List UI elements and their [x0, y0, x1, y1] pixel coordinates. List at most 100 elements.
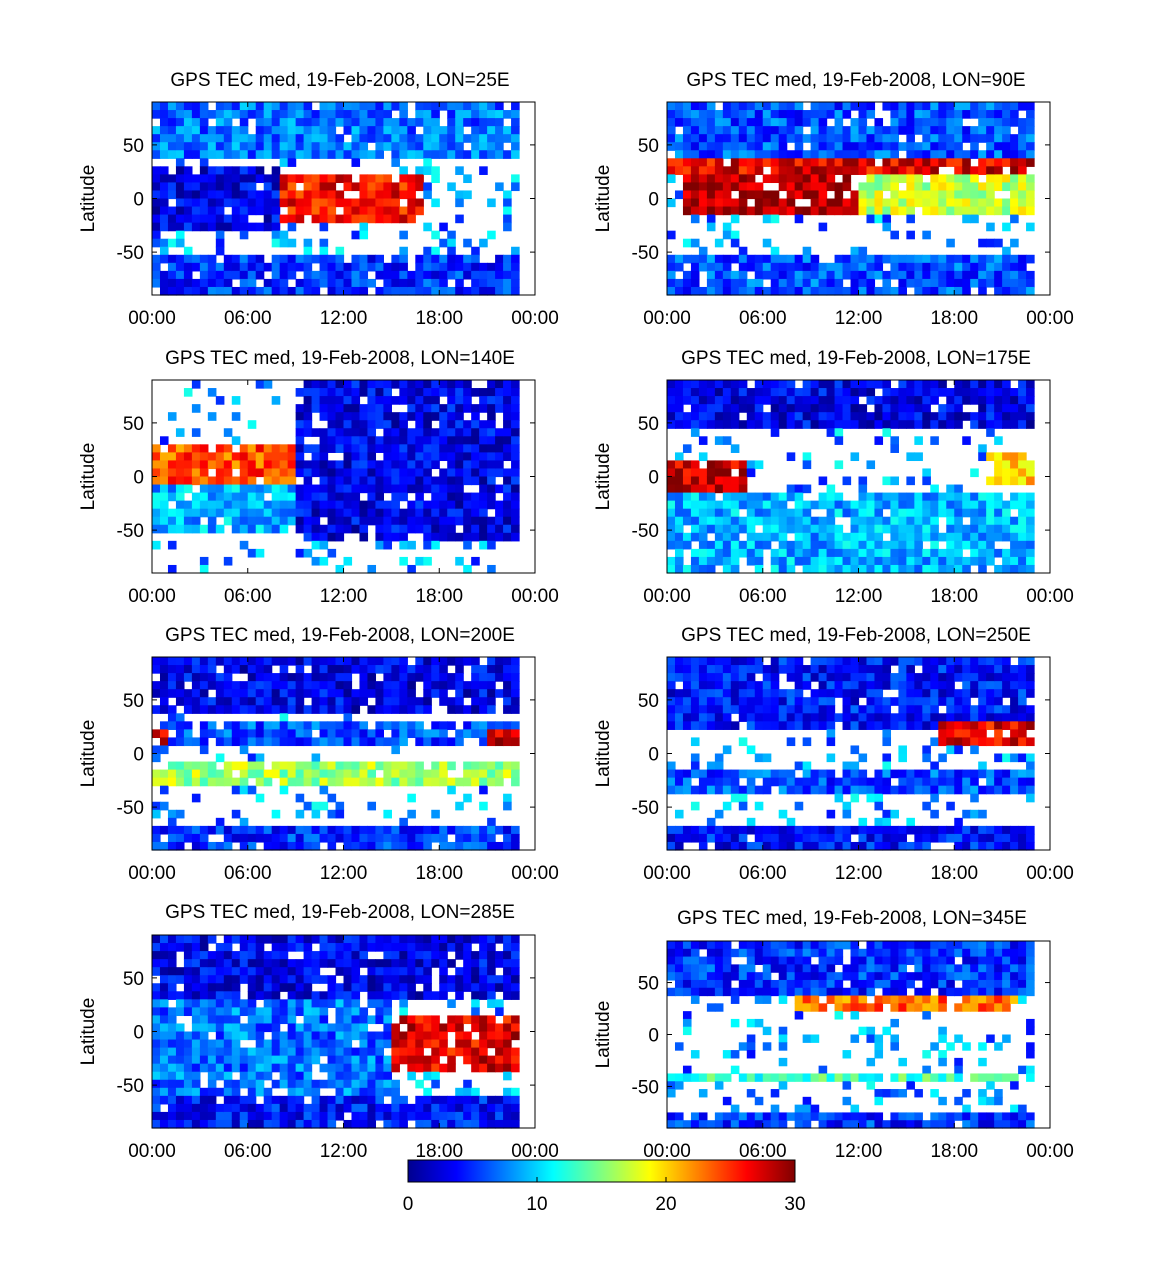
heatmap-cell — [375, 468, 384, 478]
heatmap-cell — [511, 516, 520, 526]
heatmap-cell — [930, 769, 939, 779]
heatmap-cell — [674, 657, 684, 666]
heatmap-cell — [794, 524, 804, 534]
heatmap-cell — [826, 508, 836, 518]
heatmap-cell — [495, 142, 504, 151]
heatmap-cell — [858, 564, 868, 574]
heatmap-cell — [842, 532, 852, 542]
heatmap-cell — [930, 380, 939, 389]
heatmap-cell — [175, 657, 185, 666]
heatmap-cell — [930, 270, 939, 280]
heatmap-cell — [503, 126, 512, 135]
heatmap-cell — [738, 206, 748, 216]
heatmap-cell — [954, 564, 963, 574]
heatmap-cell — [383, 214, 392, 224]
heatmap-cell — [479, 396, 488, 405]
heatmap-cell — [746, 508, 756, 518]
heatmap-cell — [882, 673, 892, 682]
heatmap-cell — [826, 412, 836, 421]
heatmap-cell — [303, 761, 313, 771]
heatmap-cell — [714, 206, 724, 216]
heatmap-cell — [850, 246, 860, 256]
heatmap-cell — [239, 508, 249, 518]
heatmap-cell — [159, 452, 169, 462]
heatmap-cell — [882, 729, 892, 739]
heatmap-cell — [255, 516, 265, 526]
heatmap-cell — [295, 388, 305, 397]
heatmap-cell — [1026, 753, 1035, 763]
heatmap-cell — [311, 492, 321, 502]
heatmap-cell — [167, 1071, 177, 1081]
heatmap-cell — [239, 222, 249, 232]
heatmap-cell — [167, 705, 177, 714]
heatmap-cell — [834, 270, 844, 280]
heatmap-cell — [375, 681, 384, 690]
heatmap-cell — [690, 254, 700, 264]
heatmap-cell — [511, 102, 520, 111]
heatmap-cell — [303, 524, 313, 534]
heatmap-cell — [167, 174, 177, 184]
heatmap-cell — [714, 278, 724, 288]
heatmap-cell — [746, 516, 756, 526]
heatmap-cell — [930, 689, 939, 698]
heatmap-cell — [986, 190, 995, 200]
heatmap-cell — [487, 444, 496, 453]
heatmap-cell — [407, 777, 416, 787]
heatmap-cell — [738, 166, 748, 175]
heatmap-cell — [215, 102, 225, 111]
heatmap-cell — [239, 444, 249, 453]
heatmap-cell — [930, 721, 939, 730]
heatmap-cell — [191, 967, 201, 976]
heatmap-cell — [183, 444, 193, 453]
heatmap-cell — [279, 484, 289, 494]
heatmap-cell — [1026, 841, 1035, 851]
heatmap-cell — [906, 262, 915, 272]
heatmap-cell — [327, 436, 337, 445]
heatmap-cell — [415, 721, 424, 730]
heatmap-cell — [375, 214, 384, 224]
heatmap-cell — [754, 278, 764, 288]
heatmap-cell — [906, 412, 915, 421]
heatmap-cell — [423, 444, 432, 453]
heatmap-cell — [255, 500, 265, 510]
heatmap-cell — [383, 182, 392, 192]
heatmap-cell — [263, 721, 273, 730]
heatmap-cell — [239, 126, 249, 135]
heatmap-cell — [986, 222, 995, 232]
heatmap-cell — [319, 492, 329, 502]
heatmap-cell — [175, 721, 185, 730]
heatmap-cell — [890, 556, 899, 566]
heatmap-cell — [423, 825, 432, 835]
x-tick-label: 18:00 — [930, 863, 978, 884]
heatmap-cell — [495, 110, 504, 119]
heatmap-cell — [303, 428, 313, 437]
heatmap-cell — [690, 785, 700, 795]
heatmap-cell — [391, 396, 400, 405]
heatmap-cell — [199, 254, 209, 264]
heatmap-cell — [1002, 825, 1011, 835]
heatmap-cell — [730, 556, 740, 566]
heatmap-cell — [938, 769, 947, 779]
heatmap-cell — [511, 150, 520, 159]
heatmap-cell — [295, 516, 305, 526]
heatmap-cell — [447, 262, 456, 272]
heatmap-cell — [463, 452, 472, 462]
heatmap-cell — [778, 262, 788, 272]
heatmap-cell — [287, 126, 297, 135]
y-tick-label: 50 — [123, 136, 144, 157]
heatmap-cell — [874, 206, 884, 216]
heatmap-cell — [786, 278, 796, 288]
heatmap-cell — [1026, 134, 1035, 143]
heatmap-cell — [978, 238, 987, 248]
heatmap-cell — [375, 777, 384, 787]
heatmap-cell — [946, 516, 955, 526]
heatmap-cell — [439, 388, 448, 397]
heatmap-cell — [351, 825, 361, 835]
heatmap-cell — [447, 270, 456, 280]
heatmap-cell — [698, 532, 708, 542]
heatmap-cell — [431, 825, 440, 835]
heatmap-cell — [1026, 110, 1035, 119]
heatmap-cell — [231, 825, 241, 835]
heatmap-cell — [415, 436, 424, 445]
heatmap-cell — [786, 134, 796, 143]
